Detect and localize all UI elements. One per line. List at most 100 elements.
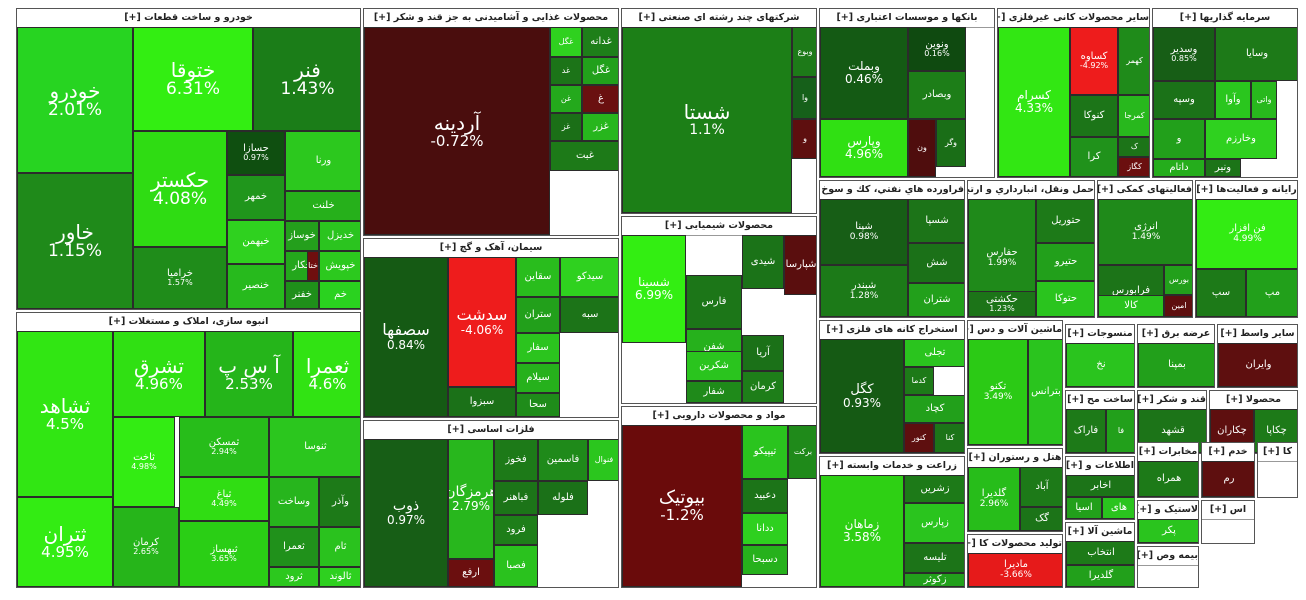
- stock-tile[interactable]: وسایا: [1215, 27, 1297, 81]
- sector-24[interactable]: قند و شکر [+] قشهد: [1137, 390, 1207, 454]
- stock-tile[interactable]: بترانس: [1028, 339, 1062, 445]
- stock-tile[interactable]: زماهان 3.58%: [820, 475, 904, 587]
- stock-tile[interactable]: خمهر: [227, 175, 285, 220]
- stock-tile[interactable]: هرمزگان2.79%: [448, 439, 494, 559]
- sector-title[interactable]: عرضه برق [+]: [1138, 325, 1214, 344]
- stock-tile[interactable]: حتوریل: [1036, 199, 1094, 243]
- sector-title[interactable]: سایر واسط [+]: [1218, 325, 1297, 344]
- stock-tile[interactable]: تلیسه: [904, 543, 964, 573]
- stock-tile[interactable]: وا: [792, 77, 816, 119]
- stock-tile[interactable]: وسپه: [1153, 81, 1215, 119]
- sector-title[interactable]: محصولا [+]: [1210, 391, 1297, 410]
- stock-tile[interactable]: ثالوند: [319, 567, 360, 587]
- stock-tile[interactable]: خنصیر: [227, 264, 285, 309]
- stock-tile[interactable]: حسازا 0.97%: [227, 131, 285, 175]
- sector-title[interactable]: منسوجات [+]: [1066, 325, 1134, 344]
- stock-tile[interactable]: خبهمن: [227, 220, 285, 264]
- stock-tile[interactable]: اخابر: [1066, 475, 1134, 497]
- sector-29[interactable]: کا [+]: [1257, 442, 1298, 498]
- stock-tile[interactable]: تجلی: [904, 339, 964, 367]
- sector-title[interactable]: فراورده هاي نفتي، کك و سوخ [+]: [820, 181, 964, 200]
- stock-tile[interactable]: وگر: [936, 119, 966, 167]
- stock-tile[interactable]: ثاخت 4.98%: [113, 417, 175, 507]
- stock-tile[interactable]: سصفها 0.84%: [364, 257, 448, 417]
- stock-tile[interactable]: کسرام 4.33%: [998, 27, 1070, 177]
- sector-title[interactable]: سرمایه گذاریها [+]: [1153, 9, 1297, 28]
- stock-tile[interactable]: تشرق 4.96%: [113, 331, 205, 417]
- stock-tile[interactable]: خفنر: [285, 281, 319, 309]
- stock-tile[interactable]: ددانا: [742, 513, 788, 545]
- stock-tile[interactable]: فصبا: [494, 545, 538, 587]
- stock-tile[interactable]: کالا: [1098, 295, 1164, 317]
- stock-tile[interactable]: کهمر: [1118, 27, 1149, 95]
- sector-title[interactable]: کا [+]: [1258, 443, 1297, 462]
- stock-tile[interactable]: فن افزار 4.99%: [1196, 199, 1297, 269]
- stock-tile[interactable]: فنوال: [588, 439, 618, 481]
- stock-tile[interactable]: سفار: [516, 333, 560, 363]
- stock-tile[interactable]: تیپیکو: [742, 425, 788, 479]
- sector-title[interactable]: ماشین آلا [+]: [1066, 523, 1134, 542]
- sector-26[interactable]: اطلاعات و [+] اخابر اسیا های: [1065, 456, 1135, 520]
- stock-tile[interactable]: ثباغ 4.49%: [179, 477, 269, 521]
- sector-3[interactable]: بانکها و موسسات اعتباری [+] وبملت 0.46% وپا…: [819, 8, 995, 178]
- sector-23[interactable]: ساخت مح [+] فاراک فا: [1065, 390, 1135, 454]
- sector-5[interactable]: سرمایه گذاریها [+] وسدیر 0.85% وسایا وسپه وآو…: [1152, 8, 1298, 178]
- sector-title[interactable]: فعالیتهای کمکی [+]: [1098, 181, 1192, 200]
- stock-tile[interactable]: حکشتی 1.23%: [968, 291, 1036, 317]
- sector-7[interactable]: سیمان، آهک و گچ [+] سصفها 0.84% سدشت -4.06% س…: [363, 238, 619, 418]
- stock-tile[interactable]: حکستر 4.08%: [133, 131, 227, 247]
- stock-tile[interactable]: بورس: [1164, 265, 1192, 295]
- stock-tile[interactable]: شسپا: [908, 199, 964, 243]
- stock-tile[interactable]: سیدکو: [560, 257, 618, 297]
- stock-tile[interactable]: کنور: [904, 423, 934, 453]
- stock-tile[interactable]: حتوکا: [1036, 281, 1094, 317]
- stock-tile[interactable]: فاراک: [1066, 409, 1106, 453]
- stock-tile[interactable]: شتران: [908, 283, 964, 317]
- stock-tile[interactable]: ثنوسا: [269, 417, 360, 477]
- sector-32[interactable]: بیمه وص [+]: [1137, 546, 1199, 588]
- stock-tile[interactable]: حتیرو: [1036, 243, 1094, 281]
- sector-2[interactable]: شرکتهای چند رشته ای صنعتی [+] شستا 1.1% وبو…: [621, 8, 817, 214]
- stock-tile[interactable]: پکر: [1138, 519, 1198, 543]
- stock-tile[interactable]: تکنو 3.49%: [968, 339, 1028, 445]
- stock-tile[interactable]: کرا: [1070, 137, 1118, 177]
- stock-tile[interactable]: ثعمرا: [269, 527, 319, 567]
- stock-tile[interactable]: و: [1153, 119, 1205, 159]
- sector-14[interactable]: رایانه و فعالیت‌ها [+] فن افزار 4.99% سپ مپ: [1195, 180, 1298, 318]
- sector-title[interactable]: تولید محصولات کا [+]: [968, 535, 1062, 554]
- stock-tile[interactable]: فا: [1106, 409, 1134, 453]
- sector-1[interactable]: محصولات غذایی و آشامیدنی به جز قند و شکر…: [363, 8, 619, 236]
- stock-tile[interactable]: وخارزم: [1205, 119, 1277, 159]
- stock-tile[interactable]: بیوتیک -1.2%: [622, 425, 742, 587]
- stock-tile[interactable]: فخوز: [494, 439, 538, 481]
- stock-tile[interactable]: غدانه: [582, 27, 618, 57]
- stock-tile[interactable]: زپارس: [904, 503, 964, 543]
- stock-tile[interactable]: وبوع: [792, 27, 816, 77]
- sector-title[interactable]: ماشین آلات و دس [+]: [968, 321, 1062, 340]
- stock-tile[interactable]: ثام: [319, 527, 360, 567]
- stock-tile[interactable]: داتام: [1153, 159, 1205, 177]
- sector-title[interactable]: رایانه و فعالیت‌ها [+]: [1196, 181, 1297, 200]
- stock-tile[interactable]: وآوا: [1215, 81, 1251, 119]
- stock-tile[interactable]: سدشت -4.06%: [448, 257, 516, 387]
- stock-tile[interactable]: ذوب 0.97%: [364, 439, 448, 587]
- stock-tile[interactable]: شکربن: [686, 351, 742, 381]
- sector-title[interactable]: شرکتهای چند رشته ای صنعتی [+]: [622, 9, 816, 28]
- stock-tile[interactable]: سپ: [1196, 269, 1246, 317]
- stock-tile[interactable]: وسدیر 0.85%: [1153, 27, 1215, 81]
- sector-title[interactable]: قند و شکر [+]: [1138, 391, 1206, 410]
- sector-title[interactable]: خودرو و ساخت قطعات [+]: [17, 9, 360, 28]
- sector-27[interactable]: مخابرات [+] همراه: [1137, 442, 1199, 498]
- stock-tile[interactable]: سیلام: [516, 363, 560, 393]
- sector-title[interactable]: خدم [+]: [1202, 443, 1254, 462]
- sector-4[interactable]: سایر محصولات کانی غیرفلزی [+] کسرام 4.33% ک…: [997, 8, 1150, 178]
- stock-tile[interactable]: کدما: [904, 367, 934, 395]
- sector-title[interactable]: استخراج کانه های فلزی [+]: [820, 321, 964, 340]
- stock-tile[interactable]: ارفع: [448, 559, 494, 587]
- sector-18[interactable]: هتل و رستوران [+] گلدیرا 2.96% آباد گک: [967, 448, 1063, 532]
- stock-tile[interactable]: ورنا: [285, 131, 360, 191]
- stock-tile[interactable]: وپارس 4.96%: [820, 119, 908, 177]
- sector-title[interactable]: فلزات اساسی [+]: [364, 421, 618, 440]
- stock-tile[interactable]: غ: [582, 85, 618, 113]
